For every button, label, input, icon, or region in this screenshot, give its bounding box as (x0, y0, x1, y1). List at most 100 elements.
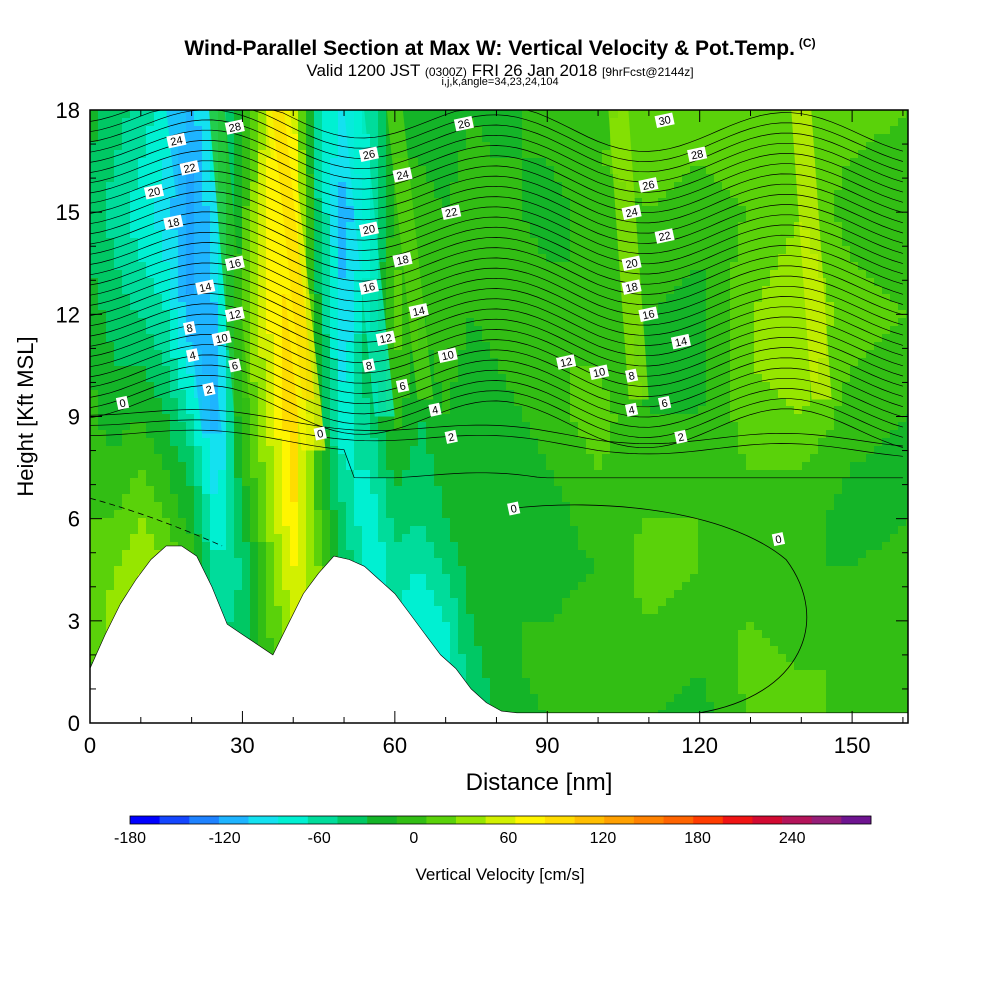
field-cell (442, 446, 451, 455)
field-cell (586, 342, 595, 351)
field-cell (418, 206, 427, 215)
field-cell (90, 246, 99, 255)
field-cell (602, 542, 611, 551)
field-cell (346, 486, 355, 495)
field-cell (442, 510, 451, 519)
field-cell (106, 302, 115, 311)
field-cell (570, 390, 579, 399)
field-cell (370, 206, 379, 215)
field-cell (426, 166, 435, 175)
field-cell (466, 214, 475, 223)
field-cell (298, 142, 307, 151)
field-cell (538, 502, 547, 511)
field-cell (250, 334, 259, 343)
field-cell (450, 302, 459, 311)
field-cell (482, 310, 491, 319)
field-cell (434, 294, 443, 303)
field-cell (602, 198, 611, 207)
field-cell (538, 494, 547, 503)
field-cell (170, 374, 179, 383)
field-cell (442, 454, 451, 463)
field-cell (538, 462, 547, 471)
field-cell (162, 526, 171, 535)
field-cell (242, 278, 251, 287)
field-cell (106, 382, 115, 391)
field-cell (482, 686, 491, 695)
field-cell (322, 214, 331, 223)
field-cell (346, 526, 355, 535)
field-cell (186, 510, 195, 519)
field-cell (530, 310, 539, 319)
field-cell (546, 702, 555, 711)
field-cell (258, 294, 267, 303)
field-cell (202, 566, 211, 575)
field-cell (170, 302, 179, 311)
field-cell (218, 478, 227, 487)
field-cell (234, 566, 243, 575)
field-cell (530, 414, 539, 423)
field-cell (242, 294, 251, 303)
field-cell (458, 390, 467, 399)
field-cell (506, 350, 515, 359)
field-cell (426, 550, 435, 559)
field-cell (98, 542, 107, 551)
field-cell (122, 526, 131, 535)
field-cell (418, 486, 427, 495)
field-cell (514, 398, 523, 407)
field-cell (474, 366, 483, 375)
field-cell (538, 414, 547, 423)
field-cell (106, 366, 115, 375)
field-cell (554, 686, 563, 695)
field-cell (130, 318, 139, 327)
field-cell (274, 302, 283, 311)
field-cell (474, 518, 483, 527)
field-cell (522, 214, 531, 223)
field-cell (90, 654, 99, 663)
field-cell (186, 134, 195, 143)
field-cell (522, 262, 531, 271)
field-cell (466, 670, 475, 679)
field-cell (178, 438, 187, 447)
field-cell (170, 390, 179, 399)
field-cell (514, 614, 523, 623)
field-cell (546, 678, 555, 687)
field-cell (378, 278, 387, 287)
field-cell (106, 230, 115, 239)
field-cell (378, 534, 387, 543)
field-cell (578, 670, 587, 679)
field-cell (402, 534, 411, 543)
field-cell (578, 350, 587, 359)
field-cell (546, 238, 555, 247)
field-cell (154, 366, 163, 375)
field-cell (98, 502, 107, 511)
field-cell (234, 582, 243, 591)
field-cell (514, 310, 523, 319)
field-cell (98, 254, 107, 263)
field-cell (434, 382, 443, 391)
field-cell (114, 350, 123, 359)
field-cell (594, 558, 603, 567)
field-cell (426, 614, 435, 623)
field-cell (290, 502, 299, 511)
field-cell (122, 542, 131, 551)
field-cell (482, 174, 491, 183)
field-cell (578, 558, 587, 567)
field-cell (482, 342, 491, 351)
field-cell (530, 350, 539, 359)
field-cell (466, 502, 475, 511)
field-cell (586, 278, 595, 287)
field-cell (378, 542, 387, 551)
field-cell (522, 134, 531, 143)
field-cell (242, 150, 251, 159)
field-cell (218, 326, 227, 335)
field-cell (458, 246, 467, 255)
field-cell (338, 342, 347, 351)
field-cell (258, 350, 267, 359)
field-cell (250, 174, 259, 183)
field-cell (242, 118, 251, 127)
field-cell (458, 430, 467, 439)
field-cell (482, 398, 491, 407)
field-cell (90, 230, 99, 239)
field-cell (482, 502, 491, 511)
field-cell (554, 430, 563, 439)
